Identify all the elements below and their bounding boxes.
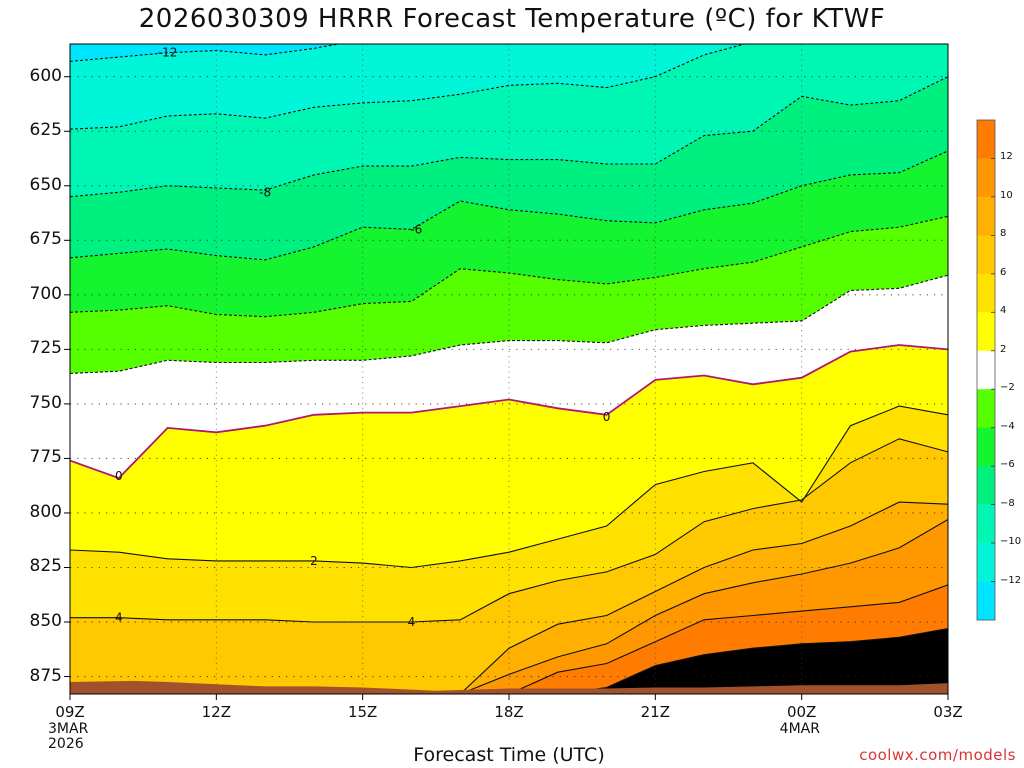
colorbar-swatch xyxy=(977,427,995,467)
contour-label: 0 xyxy=(115,469,123,483)
grid-lines xyxy=(70,44,948,694)
contour-label: 0 xyxy=(603,410,611,424)
contour-lines xyxy=(70,44,948,694)
band-0-to-2 xyxy=(70,345,948,568)
y-tick-label: 850 xyxy=(29,611,62,632)
colorbar-tick-label: −4 xyxy=(1000,420,1015,432)
x-tick-label: 03Z xyxy=(933,703,963,721)
y-tick-label: 700 xyxy=(29,283,62,304)
colorbar-swatch xyxy=(977,235,995,275)
colorbar-swatch xyxy=(977,273,995,313)
colorbar-tick-label: 10 xyxy=(1000,189,1013,201)
contour-line-10 xyxy=(70,584,948,694)
x-date-line: 3MAR xyxy=(48,721,89,737)
band-10-to-12 xyxy=(70,584,948,694)
y-tick-label: 800 xyxy=(29,501,62,522)
band-4-to-6 xyxy=(70,438,948,694)
x-date-line: 4MAR xyxy=(779,721,820,737)
y-tick-label: 600 xyxy=(29,65,62,86)
contour-labels: -12 -8 -6 0 0 2 4 4 xyxy=(115,46,610,629)
colorbar-swatch xyxy=(977,389,995,428)
x-tick-label: 21Z xyxy=(640,703,671,721)
y-tick-label: 650 xyxy=(29,174,62,195)
y-tick-label: 825 xyxy=(29,556,62,577)
colorbar-tick-label: −6 xyxy=(1000,459,1015,471)
chart-title: 2026030309 HRRR Forecast Temperature (ºC… xyxy=(138,4,886,34)
band--8-to--6 xyxy=(70,76,948,260)
band--10-to--8 xyxy=(70,44,948,197)
colorbar-swatch xyxy=(977,350,995,390)
contour-line-0 xyxy=(70,344,948,480)
x-tick-label: 12Z xyxy=(201,703,232,721)
x-tick-label: 00Z xyxy=(786,703,817,721)
colorbar xyxy=(976,119,996,621)
colorbar-swatch xyxy=(977,543,995,582)
y-tick-label: 775 xyxy=(29,447,62,468)
x-date-label: 3MAR 2026 xyxy=(48,722,88,752)
y-tick-label: 675 xyxy=(29,229,62,250)
x-tick-label: 09Z xyxy=(55,703,85,721)
colorbar-tick-label: −10 xyxy=(1000,536,1022,548)
terrain-fill xyxy=(70,680,948,694)
colorbar-swatch xyxy=(977,581,995,621)
contour-line--12 xyxy=(70,44,342,62)
band-below-neg12 xyxy=(70,44,339,62)
band--12-to--10 xyxy=(70,44,745,130)
contour-line--6 xyxy=(70,150,948,261)
contour-line-6 xyxy=(70,501,948,694)
contour-line--10 xyxy=(70,44,747,130)
x-tick-label: 15Z xyxy=(347,703,378,721)
x-tick-label: 18Z xyxy=(494,703,524,721)
contour-line-4 xyxy=(70,438,948,623)
contour-line-8 xyxy=(70,519,948,694)
colorbar-swatch xyxy=(977,158,995,198)
contour-label: -6 xyxy=(410,222,422,236)
x-date-label: 4MAR xyxy=(780,722,820,737)
band-8-to-10 xyxy=(70,519,948,694)
contour-line--4 xyxy=(70,215,948,318)
colorbar-swatch xyxy=(977,120,995,159)
y-tick-label: 875 xyxy=(29,665,62,686)
colorbar-swatch xyxy=(977,504,995,544)
y-tick-label: 625 xyxy=(29,120,62,141)
terrain-area xyxy=(70,680,948,694)
colorbar-swatch xyxy=(977,466,995,505)
contour-label: -8 xyxy=(259,185,271,199)
contour-line--2 xyxy=(70,274,948,374)
colorbar-tick-label: 2 xyxy=(1000,343,1007,355)
x-axis-label: Forecast Time (UTC) xyxy=(413,744,605,766)
band--6-to--4 xyxy=(70,150,948,317)
colorbar-frame xyxy=(976,119,996,621)
credit-link[interactable]: coolwx.com/models xyxy=(859,746,1016,764)
contour-line--8 xyxy=(70,76,948,198)
colorbar-swatch xyxy=(977,312,995,352)
y-tick-label: 725 xyxy=(29,338,62,359)
band-2-to-4 xyxy=(70,406,948,622)
x-date-line: 2026 xyxy=(48,736,84,752)
y-tick-label: 750 xyxy=(29,392,62,413)
band--2-to-0 xyxy=(70,275,948,479)
contour-label: 4 xyxy=(408,615,416,629)
colorbar-tick-label: 8 xyxy=(1000,228,1007,240)
temperature-fill-bands xyxy=(70,44,948,694)
band--4-to--2 xyxy=(70,216,948,374)
colorbar-tick-label: 12 xyxy=(1000,151,1013,163)
colorbar-tick-label: 6 xyxy=(1000,266,1007,278)
colorbar-tick-label: 4 xyxy=(1000,305,1007,317)
colorbar-tick-label: −2 xyxy=(1000,382,1015,394)
band-12-to-above xyxy=(70,628,948,694)
colorbar-swatch xyxy=(977,196,995,236)
colorbar-tick-label: −8 xyxy=(1000,497,1015,509)
contour-label: -12 xyxy=(158,46,178,60)
contour-line-2 xyxy=(70,405,948,569)
colorbar-tick-label: −12 xyxy=(1000,574,1022,586)
contour-label: 4 xyxy=(115,611,123,625)
contour-label: 2 xyxy=(310,554,318,568)
contour-line-12 xyxy=(70,628,948,694)
